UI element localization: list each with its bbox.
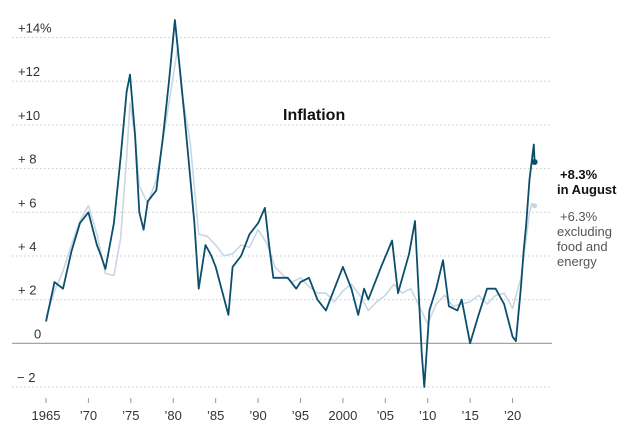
x-tick-label: ’05 (377, 408, 394, 423)
chart-title: Inflation (283, 107, 345, 124)
x-axis-ticks: 1965 ’70 ’75 ’80 ’85 ’90 ’95 2000 ’05 ’10 ’15 ’20 (32, 398, 521, 423)
y-tick-label: + 2 (18, 283, 36, 298)
x-tick-label: ’15 (461, 408, 478, 423)
series-lines (45, 19, 538, 388)
y-tick-label: + 6 (18, 195, 36, 210)
core-label-line-2: excluding (557, 224, 612, 239)
core-end-dot (532, 203, 538, 209)
y-tick-label: +12 (18, 64, 40, 79)
core-label-line-4: energy (557, 254, 597, 269)
x-tick-label: ’10 (419, 408, 436, 423)
y-tick-label: +14% (18, 21, 52, 36)
core-label-line-1: +6.3% (560, 209, 598, 224)
headline-end-label: +8.3% in August (557, 167, 617, 197)
y-tick-label: − 2 (17, 370, 35, 385)
y-tick-label: + 8 (18, 152, 36, 167)
gridlines (12, 37, 552, 388)
x-tick-label: ’20 (504, 408, 521, 423)
x-tick-label: ’80 (165, 408, 182, 423)
y-tick-label: + 4 (18, 239, 36, 254)
core-label-line-3: food and (557, 239, 608, 254)
headline-label-line-1: +8.3% (560, 167, 598, 182)
x-tick-label: ’70 (80, 408, 97, 423)
y-tick-label: +10 (18, 108, 40, 123)
y-axis-ticks: +14% +12 +10 + 8 + 6 + 4 + 2 0 − 2 (17, 21, 52, 386)
x-tick-label: ’95 (292, 408, 309, 423)
core-end-label: +6.3% excluding food and energy (557, 209, 612, 269)
headline-end-dot (531, 159, 538, 166)
x-tick-label: 1965 (32, 408, 61, 423)
x-tick-label: ’75 (122, 408, 139, 423)
x-tick-label: ’85 (207, 408, 224, 423)
headline-inflation-line (45, 19, 536, 388)
y-tick-label: 0 (34, 326, 41, 341)
x-tick-label: ’90 (249, 408, 266, 423)
headline-label-line-2: in August (557, 182, 617, 197)
x-tick-label: 2000 (328, 408, 357, 423)
